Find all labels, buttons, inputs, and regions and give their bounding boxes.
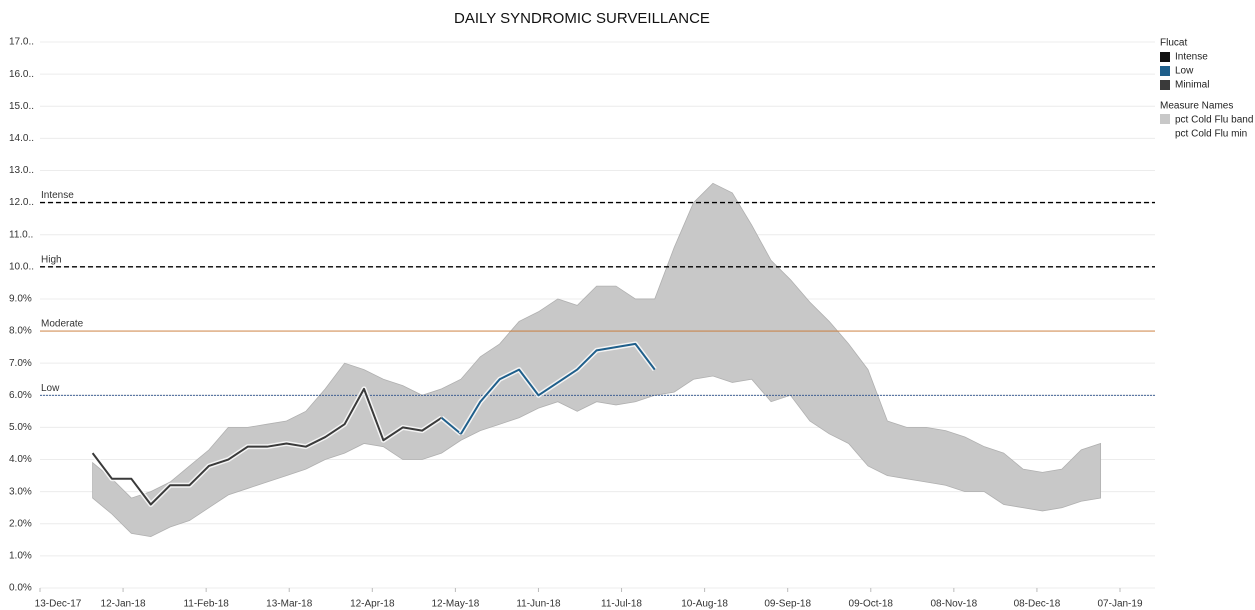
y-tick-label: 7.0% [9,358,32,369]
legend-swatch [1160,52,1170,62]
x-tick-label: 10-Aug-18 [681,599,728,610]
reference-label: High [41,254,62,265]
y-tick-label: 8.0% [9,326,32,337]
y-tick-label: 12.0.. [9,197,34,208]
y-tick-label: 3.0% [9,486,32,497]
y-tick-label: 11.0.. [9,229,33,240]
y-tick-label: 9.0% [9,294,32,305]
x-tick-label: 13-Dec-17 [35,599,82,610]
y-tick-label: 17.0.. [9,37,34,48]
band-area [92,182,1102,538]
chart-title: DAILY SYNDROMIC SURVEILLANCE [454,10,710,27]
line [460,342,656,435]
x-tick-label: 11-Feb-18 [183,599,229,610]
x-tick-label: 11-Jun-18 [516,599,561,610]
x-tick-label: 13-Mar-18 [266,599,313,610]
x-tick-label: 12-Jan-18 [101,599,146,610]
reference-label: Intense [41,190,74,201]
x-tick-label: 08-Dec-18 [1014,599,1061,610]
y-tick-label: 1.0% [9,551,32,562]
legend-label: Intense [1175,52,1208,63]
x-tick-label: 12-Apr-18 [350,599,395,610]
legend-swatch [1160,66,1170,76]
legend-label: pct Cold Flu band [1175,115,1253,126]
y-tick-label: 0.0% [9,583,32,594]
legend-swatch [1160,114,1170,124]
line-connector [440,417,462,435]
legend-title: Flucat [1160,38,1187,49]
legend-title: Measure Names [1160,101,1233,112]
reference-label: Low [41,383,60,394]
y-tick-label: 4.0% [9,454,32,465]
x-tick-label: 09-Sep-18 [764,599,811,610]
line [91,387,443,506]
x-tick-label: 09-Oct-18 [849,599,894,610]
y-tick-label: 15.0.. [9,101,34,112]
y-tick-label: 13.0.. [9,165,34,176]
legend-label: pct Cold Flu min [1175,129,1247,140]
legend-label: Minimal [1175,80,1209,91]
y-tick-label: 6.0% [9,390,32,401]
legend-label: Low [1175,66,1194,77]
y-tick-label: 5.0% [9,422,32,433]
y-tick-label: 2.0% [9,518,32,529]
x-tick-label: 11-Jul-18 [601,599,642,610]
legend-swatch [1160,80,1170,90]
y-tick-label: 16.0.. [9,69,34,80]
x-tick-label: 12-May-18 [431,599,479,610]
reference-label: Moderate [41,319,84,330]
x-tick-label: 08-Nov-18 [930,599,977,610]
x-tick-label: 07-Jan-19 [1097,599,1142,610]
y-tick-label: 10.0.. [9,261,34,272]
y-tick-label: 14.0.. [9,133,34,144]
